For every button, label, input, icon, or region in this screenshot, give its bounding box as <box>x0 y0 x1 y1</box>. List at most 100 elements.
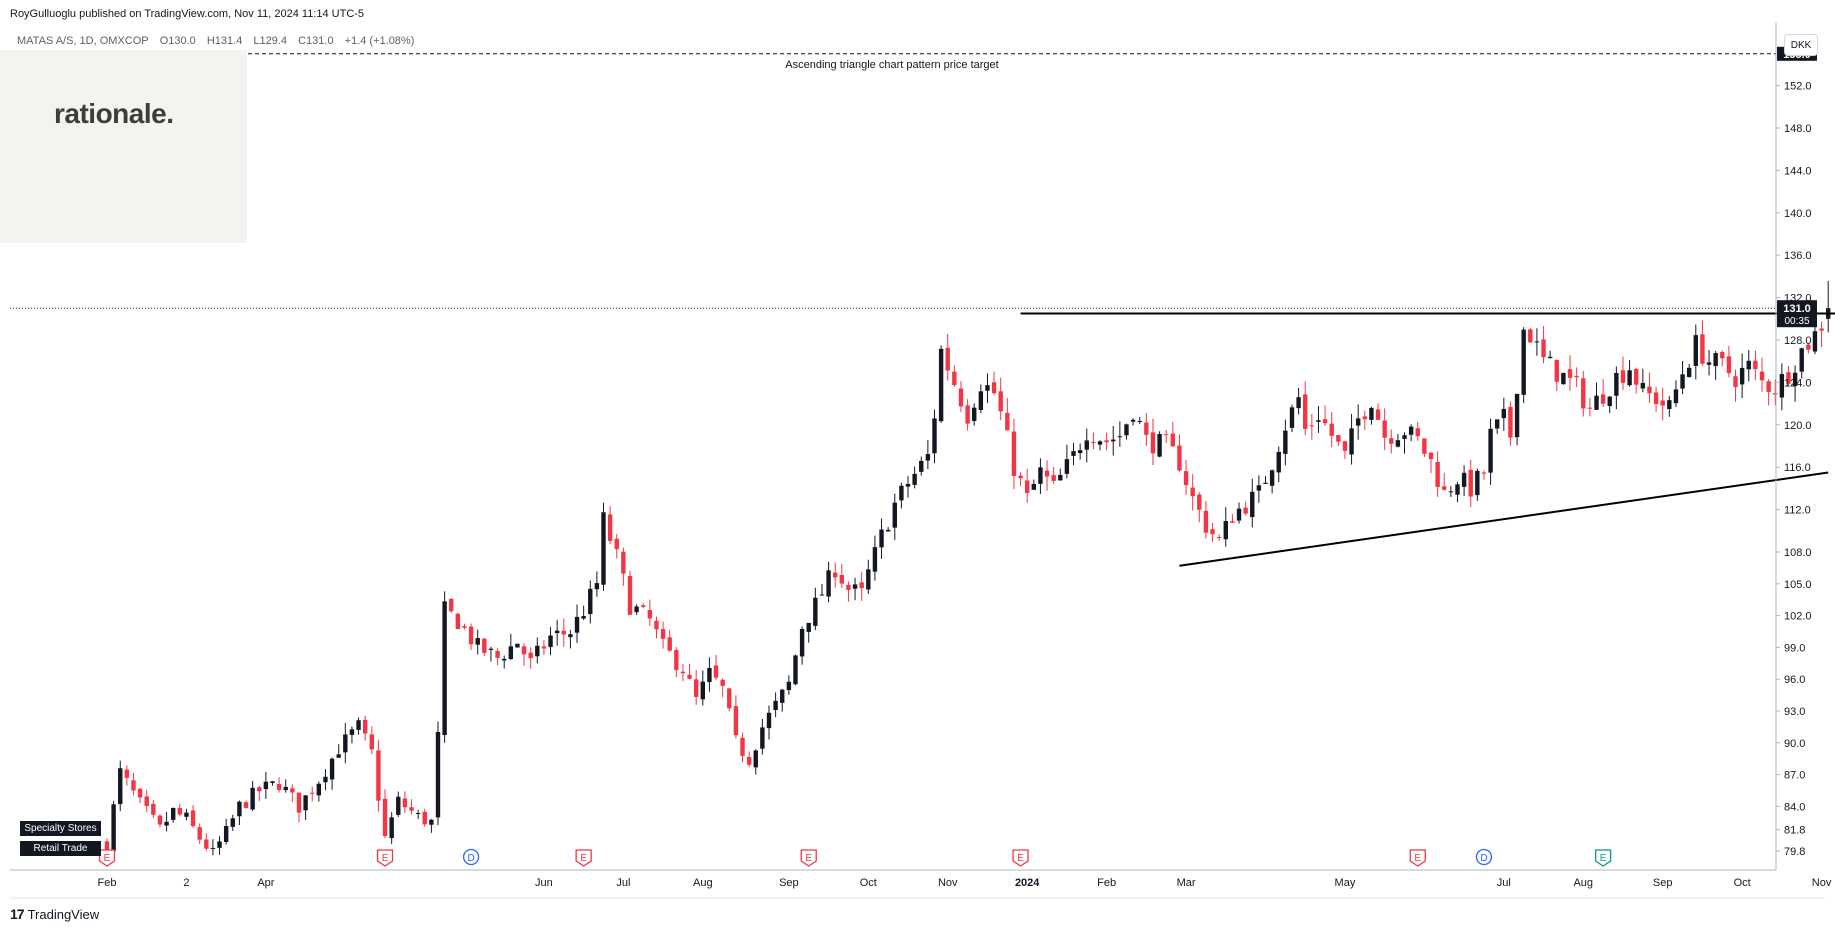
candle-body <box>554 630 560 634</box>
candle-body <box>938 348 944 422</box>
candle-body <box>1018 475 1023 479</box>
candle-body <box>257 787 262 792</box>
candle-body <box>1269 470 1275 486</box>
candle-body <box>230 818 235 827</box>
candle-body <box>164 821 169 826</box>
candle-body <box>1653 392 1659 405</box>
candle-body <box>362 719 368 734</box>
candle-body <box>1369 407 1374 420</box>
candle-body <box>482 638 487 653</box>
candle-body <box>1031 483 1036 490</box>
ohlc-close: C131.0 <box>298 35 334 47</box>
candle-body <box>1150 432 1156 454</box>
candle-body <box>1355 418 1361 426</box>
candle-body <box>435 731 441 818</box>
x-tick-label: Oct <box>860 877 877 889</box>
x-tick-label: Aug <box>1573 877 1593 889</box>
sector-tag[interactable]: Specialty Stores <box>20 821 101 836</box>
candle-body <box>1243 507 1248 514</box>
candle-body <box>786 681 792 691</box>
x-tick-label: 2024 <box>1015 877 1040 889</box>
candle-body <box>793 655 798 685</box>
candle-body <box>1706 362 1712 365</box>
ohlc-low: L129.4 <box>253 35 288 47</box>
target-annotation: Ascending triangle chart pattern price t… <box>785 59 998 71</box>
candle-body <box>581 616 586 619</box>
candle-body <box>1627 370 1632 386</box>
candle-body <box>1667 400 1672 409</box>
candle-body <box>1071 451 1076 456</box>
candle-body <box>1130 419 1136 422</box>
x-tick-label: Feb <box>1097 877 1116 889</box>
candle-body <box>151 803 156 815</box>
last-price-box <box>1777 300 1817 328</box>
candle-body <box>1733 376 1738 387</box>
candle-body <box>323 776 328 783</box>
candle-body <box>1210 529 1215 535</box>
candle-body <box>1660 400 1665 406</box>
candle-body <box>885 529 891 532</box>
candle-body <box>978 391 984 411</box>
candle-body <box>680 671 686 674</box>
candle-body <box>1342 441 1348 451</box>
candle-body <box>1620 370 1626 383</box>
candle-body <box>727 688 732 709</box>
x-tick-label: 2 <box>183 877 189 889</box>
candle-body <box>760 727 765 749</box>
candle-body <box>118 768 123 805</box>
y-tick-label: 84.0 <box>1784 801 1805 813</box>
candle-body <box>1647 386 1652 394</box>
candle-body <box>965 405 970 424</box>
y-tick-label: 152.0 <box>1784 81 1812 93</box>
candle-body <box>243 802 249 808</box>
candle-body <box>1521 329 1526 395</box>
candle-body <box>641 605 646 607</box>
candle-body <box>111 804 116 852</box>
candle-body <box>369 734 374 750</box>
candle-body <box>634 606 639 613</box>
dividend-icon <box>462 848 480 866</box>
candle-body <box>1296 397 1301 409</box>
candle-body <box>866 569 871 590</box>
dividend-label: D <box>1480 853 1487 864</box>
candle-body <box>1594 395 1599 410</box>
candle-body <box>693 679 699 697</box>
candle-body <box>753 750 758 768</box>
industry-tag[interactable]: Retail Trade <box>20 841 101 856</box>
candle-body <box>177 808 183 815</box>
candle-body <box>1289 407 1295 428</box>
candle-body <box>488 648 494 650</box>
candle-body <box>204 839 209 849</box>
x-tick-label: Mar <box>1177 877 1196 889</box>
candle-body <box>276 784 282 791</box>
earnings-icon <box>575 849 592 867</box>
candle-body <box>1435 462 1440 487</box>
event-markers: EEDEEEEDEE <box>98 848 1612 867</box>
ohlc-change: +1.4 (+1.08%) <box>344 35 415 47</box>
y-tick-label: 93.0 <box>1784 706 1805 718</box>
candle-body <box>627 575 633 615</box>
candle-body <box>1157 434 1162 457</box>
symbol-name[interactable]: MATAS A/S, 1D, OMXCOP <box>17 35 149 47</box>
candle-body <box>223 826 229 842</box>
candle-body <box>945 347 950 371</box>
candle-body <box>462 626 467 628</box>
candle-body <box>1501 408 1507 419</box>
candle-body <box>621 551 626 574</box>
footer-brand-text: TradingView <box>27 906 100 922</box>
candle-body <box>1574 376 1579 378</box>
candle-body <box>1806 344 1811 350</box>
candle-body <box>700 681 705 700</box>
candle-body <box>1508 406 1513 438</box>
candle-body <box>1759 371 1765 381</box>
candle-body <box>806 622 811 632</box>
last-price-label: 131.0 <box>1783 303 1811 315</box>
candle-body <box>422 811 427 825</box>
y-tick-label: 112.0 <box>1784 505 1811 517</box>
candle-body <box>773 700 778 711</box>
y-tick-label: 140.0 <box>1784 208 1812 220</box>
candle-body <box>766 712 772 729</box>
currency-button[interactable]: DKK <box>1784 34 1818 56</box>
tradingview-logo[interactable]: 17 <box>10 906 25 922</box>
